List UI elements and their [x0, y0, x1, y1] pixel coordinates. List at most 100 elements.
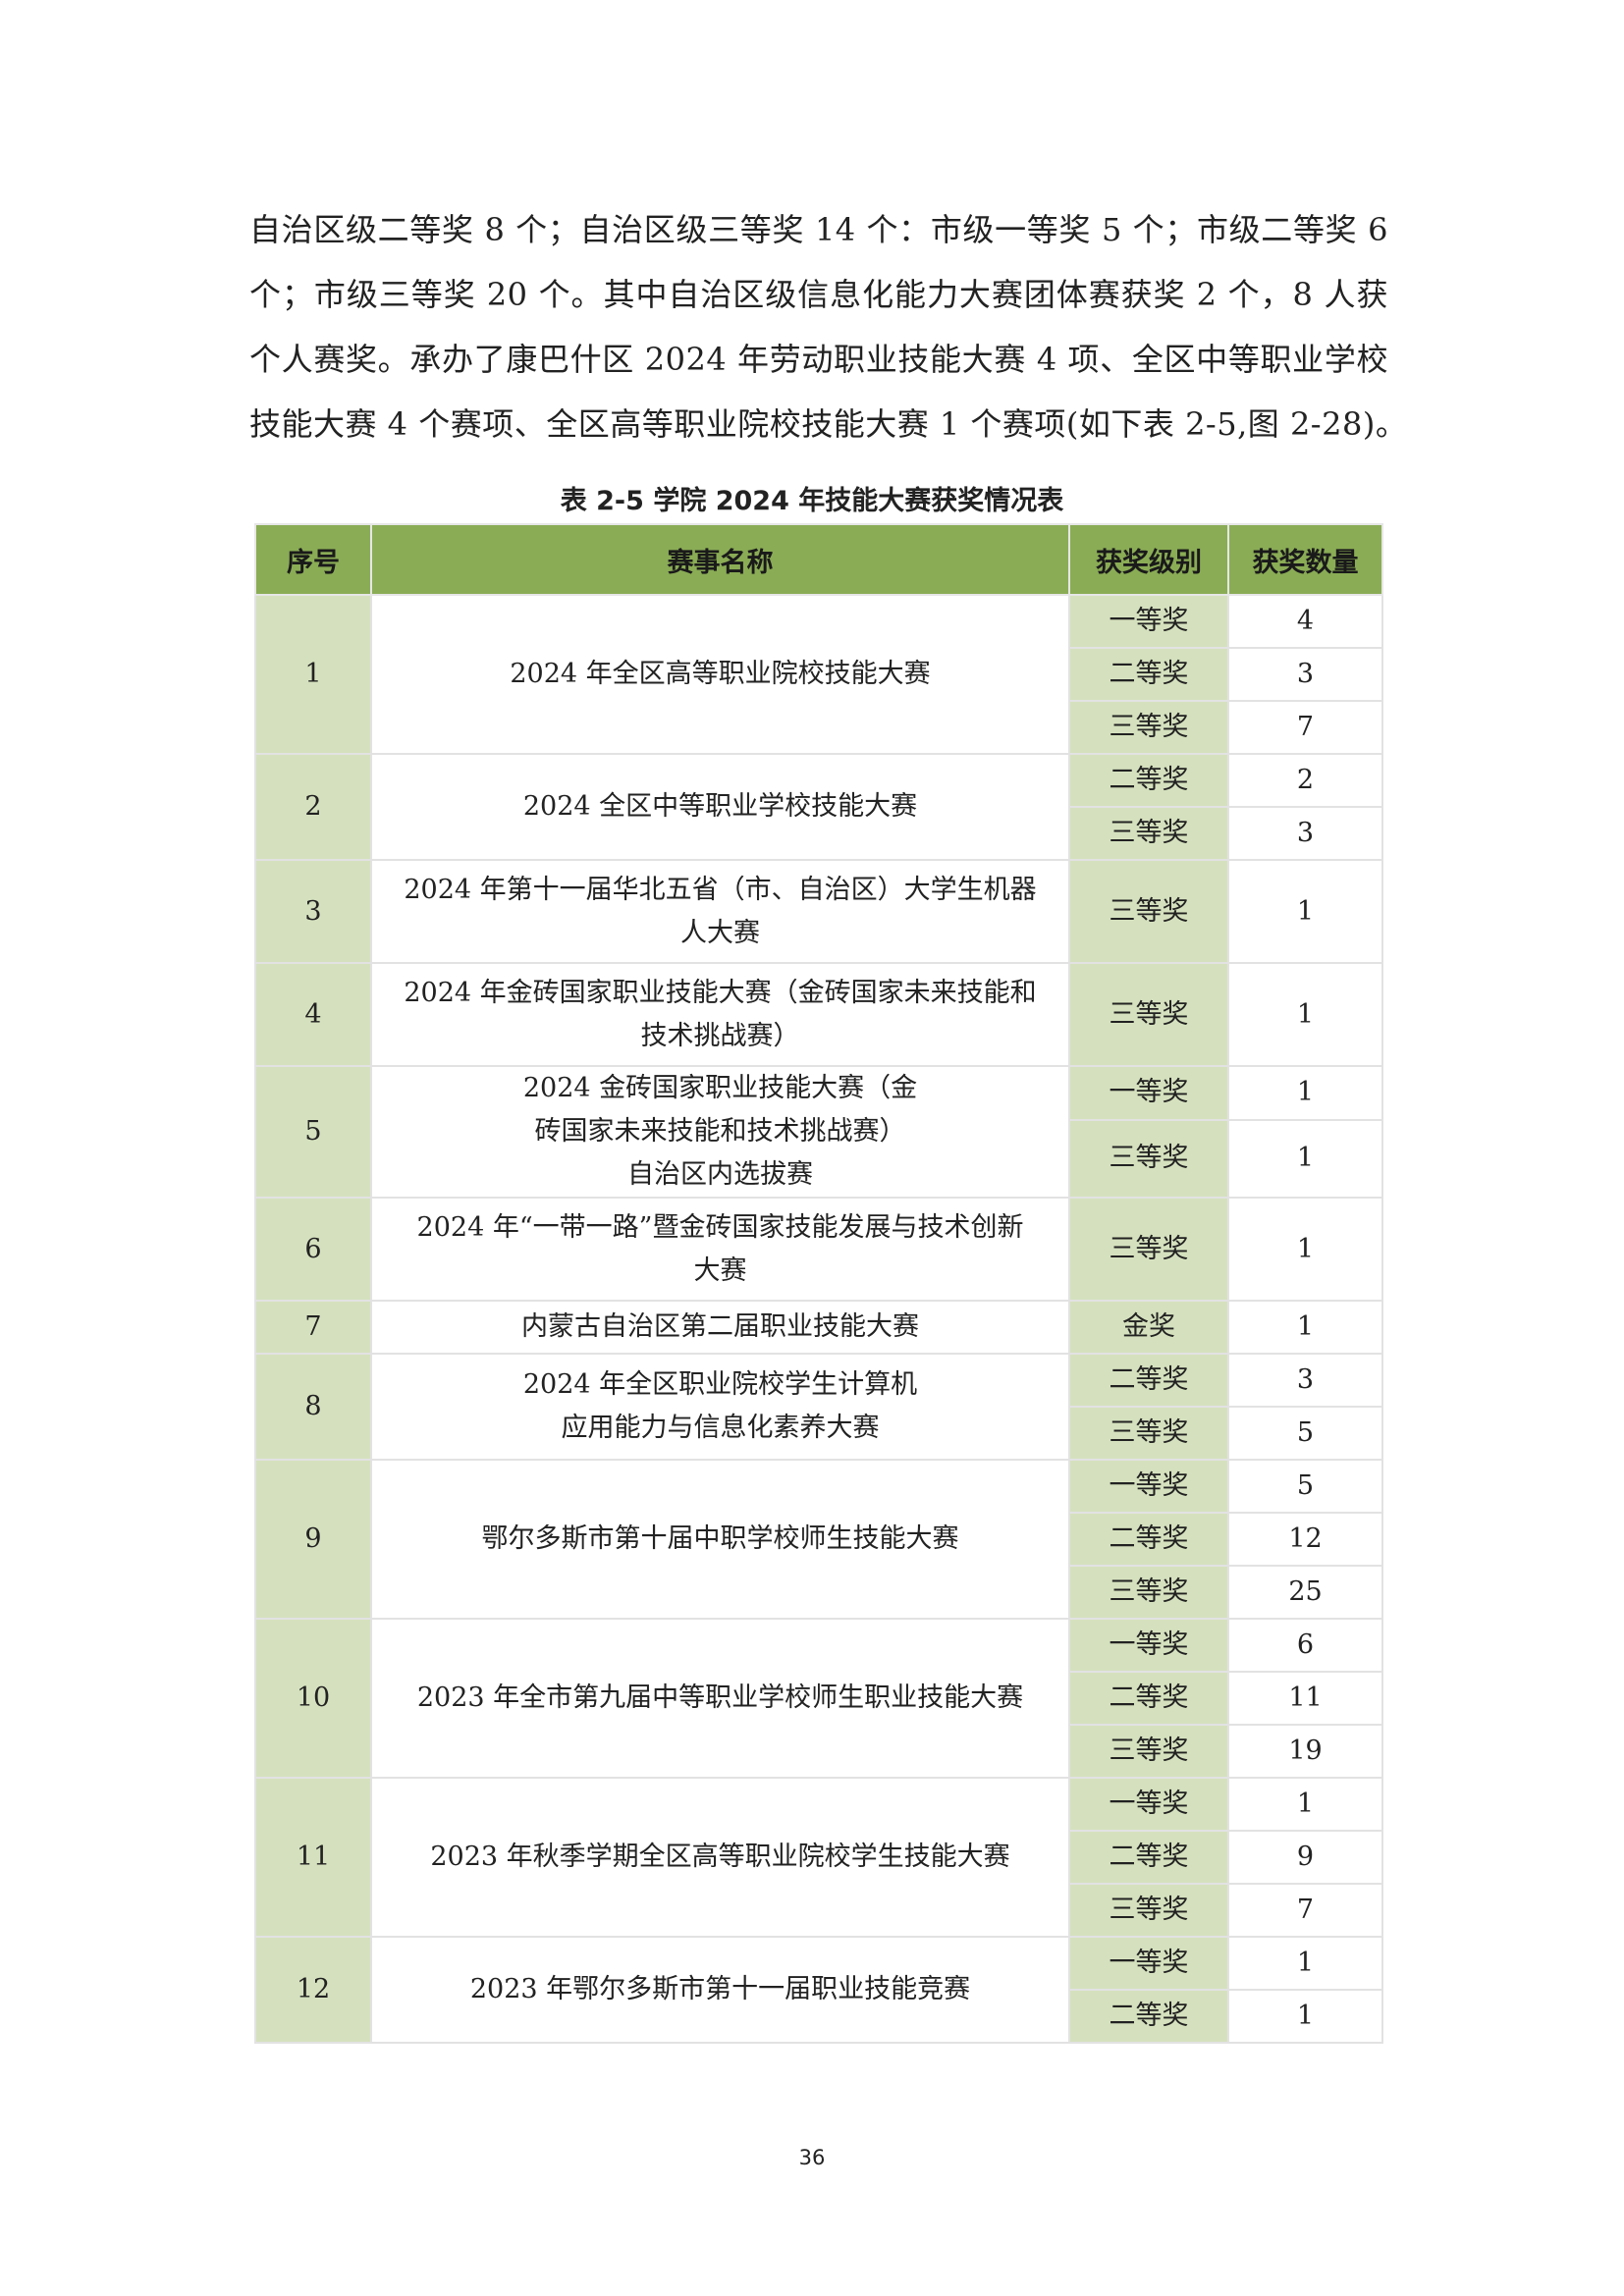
cell-award-count: 9 [1227, 1830, 1383, 1885]
cell-no: 10 [254, 1618, 372, 1779]
cell-award-count: 11 [1227, 1671, 1383, 1726]
cell-no: 3 [254, 859, 372, 964]
header-level: 获奖级别 [1068, 523, 1229, 596]
cell-competition-name: 2024 年金砖国家职业技能大赛（金砖国家未来技能和 技术挑战赛） [370, 962, 1070, 1067]
paragraph-line: 个；市级三等奖 20 个。其中自治区级信息化能力大赛团体赛获奖 2 个，8 人获 [249, 276, 1388, 313]
competition-name-line: 大赛 [693, 1255, 747, 1286]
competition-name-line: 内蒙古自治区第二届职业技能大赛 [521, 1311, 919, 1342]
cell-no: 6 [254, 1197, 372, 1302]
competition-name-line: 自治区内选拔赛 [627, 1159, 813, 1190]
table-row: 三等奖 19 [255, 1724, 1383, 1779]
cell-award-level: 二等奖 [1068, 647, 1229, 702]
table-row: 8 2024 年全区职业院校学生计算机 应用能力与信息化素养大赛 二等奖 3 [254, 1353, 1383, 1461]
cell-award-level: 三等奖 [1068, 1197, 1229, 1302]
competition-name-line: 鄂尔多斯市第十届中职学校师生技能大赛 [481, 1523, 959, 1554]
table-row: 6 2024 年“一带一路”暨金砖国家技能发展与技术创新 大赛 三等奖 1 [254, 1197, 1383, 1302]
competition-name-line: 技术挑战赛） [640, 1020, 800, 1051]
table-row: 三等奖 3 [255, 806, 1383, 861]
competition-name-line: 2023 年全市第九届中等职业学校师生职业技能大赛 [416, 1682, 1024, 1713]
table-row: 三等奖 25 [255, 1565, 1383, 1620]
cell-award-count: 1 [1227, 1118, 1383, 1200]
cell-award-level: 三等奖 [1068, 1118, 1229, 1200]
cell-award-level: 一等奖 [1068, 1065, 1229, 1121]
table-row: 10 2023 年全市第九届中等职业学校师生职业技能大赛 一等奖 6 [254, 1618, 1383, 1779]
cell-award-level: 三等奖 [1068, 962, 1229, 1067]
cell-award-count: 7 [1227, 700, 1383, 755]
cell-competition-name: 鄂尔多斯市第十届中职学校师生技能大赛 [370, 1459, 1070, 1620]
cell-award-count: 1 [1227, 1300, 1383, 1355]
cell-award-count: 1 [1227, 859, 1383, 964]
cell-no: 7 [254, 1300, 372, 1355]
cell-award-count: 5 [1227, 1459, 1383, 1514]
competition-name-line: 人大赛 [680, 917, 760, 948]
cell-award-count: 19 [1227, 1724, 1383, 1779]
cell-competition-name: 2024 全区中等职业学校技能大赛 [370, 753, 1070, 861]
competition-name-line: 2023 年秋季学期全区高等职业院校学生技能大赛 [430, 1842, 1010, 1872]
cell-award-count: 2 [1227, 753, 1383, 808]
table-row: 三等奖 5 [255, 1406, 1383, 1461]
cell-award-level: 三等奖 [1068, 806, 1229, 861]
cell-award-count: 5 [1227, 1406, 1383, 1461]
table-row: 三等奖 1 [255, 1118, 1383, 1200]
cell-award-level: 三等奖 [1068, 700, 1229, 755]
cell-award-level: 一等奖 [1068, 1459, 1229, 1514]
cell-competition-name: 2024 金砖国家职业技能大赛（金 砖国家未来技能和技术挑战赛） 自治区内选拔赛 [370, 1065, 1070, 1199]
cell-award-count: 3 [1227, 806, 1383, 861]
cell-no: 4 [254, 962, 372, 1067]
awards-table: 序号 赛事名称 获奖级别 获奖数量 1 2024 年全区高等职业院校技能大赛 一等奖… [254, 523, 1383, 2044]
cell-competition-name: 2023 年秋季学期全区高等职业院校学生技能大赛 [370, 1777, 1070, 1938]
cell-award-level: 一等奖 [1068, 1777, 1229, 1832]
cell-award-level: 一等奖 [1068, 1936, 1229, 1991]
cell-award-level: 三等奖 [1068, 1883, 1229, 1938]
cell-no: 5 [254, 1065, 372, 1199]
table-body: 1 2024 年全区高等职业院校技能大赛 一等奖 4 二等奖 3 三等奖 7 2 2024 全区中… [254, 594, 1383, 2044]
cell-award-count: 1 [1227, 962, 1383, 1067]
table-caption: 表 2-5 学院 2024 年技能大赛获奖情况表 [560, 486, 1064, 516]
header-no: 序号 [254, 523, 372, 596]
paragraph-line: 技能大赛 4 个赛项、全区高等职业院校技能大赛 1 个赛项(如下表 2-5,图 … [249, 405, 1408, 443]
competition-name-line: 2024 年全区高等职业院校技能大赛 [510, 659, 931, 689]
table-row: 二等奖 1 [255, 1989, 1383, 2044]
cell-award-count: 25 [1227, 1565, 1383, 1620]
cell-award-count: 1 [1227, 1936, 1383, 1991]
cell-competition-name: 2024 年全区职业院校学生计算机 应用能力与信息化素养大赛 [370, 1353, 1070, 1461]
cell-competition-name: 2024 年“一带一路”暨金砖国家技能发展与技术创新 大赛 [370, 1197, 1070, 1302]
table-row: 2 2024 全区中等职业学校技能大赛 二等奖 2 [254, 753, 1383, 861]
competition-name-line: 2024 年“一带一路”暨金砖国家技能发展与技术创新 [416, 1211, 1024, 1243]
cell-award-level: 一等奖 [1068, 594, 1229, 649]
cell-competition-name: 2024 年全区高等职业院校技能大赛 [370, 594, 1070, 755]
cell-award-count: 1 [1227, 1989, 1383, 2044]
competition-name-line: 2023 年鄂尔多斯市第十一届职业技能竞赛 [469, 1974, 971, 2004]
cell-no: 8 [254, 1353, 372, 1461]
cell-competition-name: 内蒙古自治区第二届职业技能大赛 [370, 1300, 1070, 1355]
table-row: 3 2024 年第十一届华北五省（市、自治区）大学生机器 人大赛 三等奖 1 [254, 859, 1383, 964]
cell-competition-name: 2023 年全市第九届中等职业学校师生职业技能大赛 [370, 1618, 1070, 1779]
table-row: 二等奖 9 [255, 1830, 1383, 1885]
cell-award-count: 4 [1227, 594, 1383, 649]
table-row: 4 2024 年金砖国家职业技能大赛（金砖国家未来技能和 技术挑战赛） 三等奖 1 [254, 962, 1383, 1067]
cell-no: 12 [254, 1936, 372, 2044]
header-name: 赛事名称 [370, 523, 1070, 596]
cell-award-count: 3 [1227, 1353, 1383, 1408]
cell-no: 11 [254, 1777, 372, 1938]
cell-award-count: 6 [1227, 1618, 1383, 1673]
cell-award-level: 二等奖 [1068, 1989, 1229, 2044]
cell-no: 1 [254, 594, 372, 755]
cell-award-level: 三等奖 [1068, 1406, 1229, 1461]
competition-name-line: 2024 年金砖国家职业技能大赛（金砖国家未来技能和 [404, 977, 1037, 1008]
cell-award-count: 12 [1227, 1512, 1383, 1567]
table-row: 7 内蒙古自治区第二届职业技能大赛 金奖 1 [254, 1300, 1383, 1355]
cell-award-count: 1 [1227, 1777, 1383, 1832]
cell-no: 9 [254, 1459, 372, 1620]
competition-name-line: 2024 全区中等职业学校技能大赛 [522, 791, 918, 822]
cell-award-count: 3 [1227, 647, 1383, 702]
cell-award-level: 三等奖 [1068, 1724, 1229, 1779]
cell-no: 2 [254, 753, 372, 861]
paragraph-line: 自治区级二等奖 8 个；自治区级三等奖 14 个：市级一等奖 5 个；市级二等奖… [249, 211, 1388, 248]
table-header-row: 序号 赛事名称 获奖级别 获奖数量 [254, 523, 1383, 596]
competition-name-line: 应用能力与信息化素养大赛 [561, 1413, 880, 1443]
table-row: 12 2023 年鄂尔多斯市第十一届职业技能竞赛 一等奖 1 [254, 1936, 1383, 2044]
competition-name-line: 2024 年全区职业院校学生计算机 [522, 1369, 918, 1400]
table-row: 5 2024 金砖国家职业技能大赛（金 砖国家未来技能和技术挑战赛） 自治区内选拔赛 一… [254, 1065, 1383, 1199]
header-count: 获奖数量 [1227, 523, 1383, 596]
